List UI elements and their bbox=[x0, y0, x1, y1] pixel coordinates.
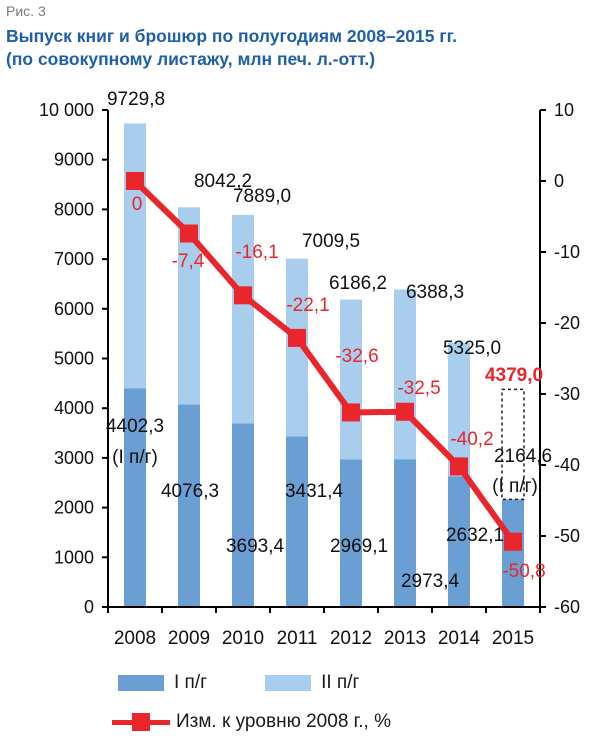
line-marker-2012 bbox=[342, 403, 360, 422]
right-tick-label: -40 bbox=[554, 455, 580, 475]
line-marker-2013 bbox=[396, 402, 414, 421]
legend-line: Изм. к уровню 2008 г., % bbox=[112, 711, 391, 733]
right-tick-label: 10 bbox=[554, 100, 574, 120]
total-label-2013: 6388,3 bbox=[406, 282, 464, 303]
line-marker-2014 bbox=[450, 457, 468, 476]
first-half-label-2012: 2969,1 bbox=[330, 536, 388, 557]
bar-second-half-2013 bbox=[394, 289, 416, 460]
x-tick-label-2014: 2014 bbox=[438, 628, 481, 649]
total-label-2008: 9729,8 bbox=[107, 89, 165, 110]
line-label-2011: -22,1 bbox=[286, 295, 329, 316]
legend-label-first-half: I п/г bbox=[174, 672, 208, 693]
bar-first-half-2009 bbox=[178, 404, 200, 607]
left-tick-label: 9000 bbox=[54, 150, 94, 170]
left-tick-label: 7000 bbox=[54, 249, 94, 269]
chart-title-line2: (по совокупному листажу, млн печ. л.-отт… bbox=[6, 49, 376, 69]
x-tick-label-2008: 2008 bbox=[114, 628, 156, 649]
forecast-total-label: 4379,0 bbox=[485, 365, 543, 386]
bar-first-half-2011 bbox=[286, 436, 308, 607]
x-tick-label-2011: 2011 bbox=[277, 628, 318, 649]
legend-label-second-half: II п/г bbox=[321, 672, 360, 693]
first-half-note-2015: (I п/г) bbox=[492, 476, 538, 497]
left-tick-label: 5000 bbox=[54, 349, 94, 369]
line-marker-2009 bbox=[180, 224, 198, 243]
line-label-2008: 0 bbox=[132, 194, 143, 215]
line-marker-2011 bbox=[288, 328, 306, 347]
legend-swatch-line bbox=[112, 713, 170, 731]
first-half-label-2010: 3693,4 bbox=[226, 536, 285, 557]
left-tick-label: 10 000 bbox=[39, 100, 94, 120]
line-series bbox=[132, 178, 516, 544]
total-label-2010: 7889,0 bbox=[233, 186, 291, 207]
axes-layer: 010002000300040005000600070008000900010 … bbox=[39, 100, 580, 649]
first-half-label-2013: 2973,4 bbox=[401, 571, 460, 592]
bar-second-half-2012 bbox=[340, 299, 362, 460]
first-half-label-2011: 3431,4 bbox=[285, 481, 344, 502]
first-half-label-2008: 4402,3 bbox=[106, 416, 164, 437]
bar-first-half-2010 bbox=[232, 423, 254, 607]
x-tick-label-2009: 2009 bbox=[168, 628, 210, 649]
x-tick-label-2013: 2013 bbox=[384, 628, 426, 649]
total-label-2012: 6186,2 bbox=[329, 273, 387, 294]
left-tick-label: 0 bbox=[84, 597, 94, 617]
bar-first-half-2015 bbox=[502, 499, 524, 607]
right-tick-label: -30 bbox=[554, 384, 580, 404]
x-tick-label-2012: 2012 bbox=[330, 628, 372, 649]
right-tick-label: 0 bbox=[554, 171, 564, 191]
total-label-2014: 5325,0 bbox=[443, 338, 501, 359]
bar-second-half-2011 bbox=[286, 258, 308, 437]
bar-second-half-2014 bbox=[448, 342, 470, 477]
line-layer bbox=[126, 172, 522, 551]
legend-swatch-second-half bbox=[265, 675, 312, 691]
x-tick-label-2010: 2010 bbox=[222, 628, 264, 649]
left-tick-label: 2000 bbox=[54, 498, 94, 518]
line-label-2012: -32,6 bbox=[335, 346, 378, 367]
legend-bars: I п/г II п/г bbox=[118, 672, 359, 694]
left-tick-label: 1000 bbox=[54, 547, 94, 567]
bar-first-half-2014 bbox=[448, 476, 470, 607]
line-marker-2010 bbox=[234, 286, 252, 305]
total-label-2011: 7009,5 bbox=[302, 231, 360, 252]
legend-swatch-first-half bbox=[118, 675, 164, 691]
line-label-2009: -7,4 bbox=[172, 251, 205, 272]
right-tick-label: -60 bbox=[554, 597, 580, 617]
bar-second-half-2010 bbox=[232, 214, 254, 424]
bar-first-half-2008 bbox=[124, 388, 146, 607]
first-half-label-2015: 2164,6 bbox=[494, 446, 552, 467]
left-tick-label: 8000 bbox=[54, 199, 94, 219]
legend-label-line: Изм. к уровню 2008 г., % bbox=[176, 711, 392, 732]
right-tick-label: -50 bbox=[554, 526, 580, 546]
figure-label: Рис. 3 bbox=[6, 3, 46, 19]
chart-title: Выпуск книг и брошюр по полугодиям 2008–… bbox=[6, 25, 596, 71]
chart-title-line1: Выпуск книг и брошюр по полугодиям 2008–… bbox=[6, 26, 458, 46]
right-tick-label: -10 bbox=[554, 242, 580, 262]
first-half-note-2008: (I п/г) bbox=[112, 447, 158, 468]
line-label-2015: -50,8 bbox=[502, 561, 545, 582]
total-label-2009: 8042,2 bbox=[194, 171, 252, 192]
line-marker-2008 bbox=[126, 172, 144, 190]
line-label-2014: -40,2 bbox=[450, 429, 493, 450]
bar-second-half-2009 bbox=[178, 207, 200, 405]
line-label-2013: -32,5 bbox=[397, 378, 440, 399]
bar-first-half-2012 bbox=[340, 459, 362, 607]
left-tick-label: 3000 bbox=[54, 448, 94, 468]
first-half-label-2009: 4076,3 bbox=[161, 481, 219, 502]
left-tick-label: 6000 bbox=[54, 299, 94, 319]
x-tick-label-2015: 2015 bbox=[492, 628, 534, 649]
bar-first-half-2013 bbox=[394, 459, 416, 607]
left-tick-label: 4000 bbox=[54, 398, 94, 418]
line-label-2010: -16,1 bbox=[235, 242, 278, 263]
first-half-label-2014: 2632,1 bbox=[446, 525, 504, 546]
bar-second-half-2008 bbox=[124, 123, 146, 389]
line-marker-2015 bbox=[504, 532, 522, 551]
right-tick-label: -20 bbox=[554, 313, 580, 333]
